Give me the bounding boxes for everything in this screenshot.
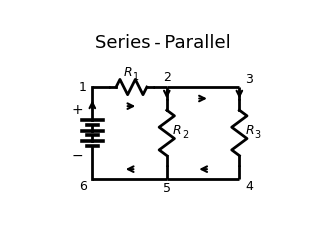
Text: Series - Parallel: Series - Parallel (95, 34, 231, 52)
Text: 4: 4 (245, 180, 253, 193)
Text: 2: 2 (163, 71, 171, 84)
Text: 3: 3 (254, 130, 260, 140)
Text: R: R (173, 124, 182, 136)
Text: 6: 6 (79, 180, 87, 193)
Text: R: R (245, 124, 254, 136)
Text: 2: 2 (182, 130, 188, 140)
Text: 1: 1 (79, 81, 87, 93)
Text: −: − (71, 149, 83, 163)
Text: 5: 5 (163, 182, 171, 195)
Text: R: R (123, 66, 132, 79)
Text: +: + (71, 103, 83, 117)
Text: 1: 1 (133, 71, 139, 82)
Text: 3: 3 (245, 73, 253, 86)
